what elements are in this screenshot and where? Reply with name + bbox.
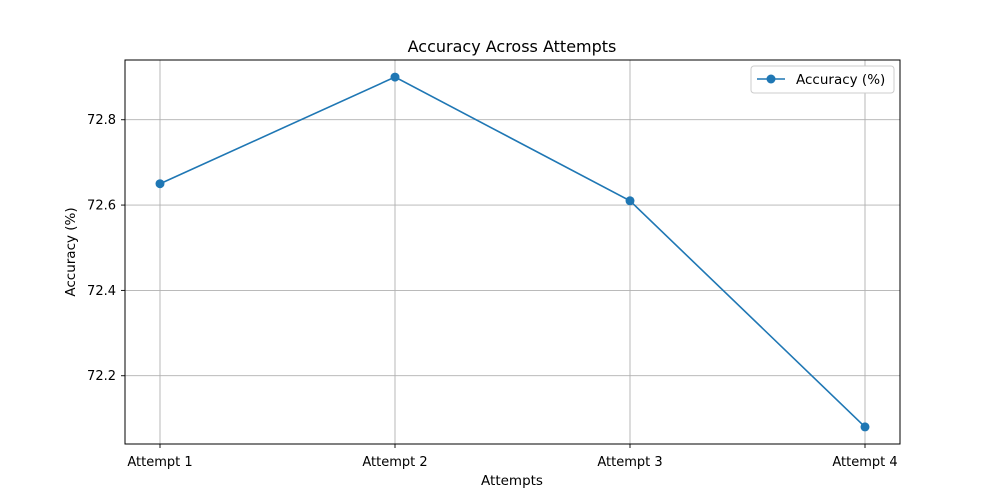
x-tick-label: Attempt 1 <box>127 455 192 470</box>
y-axis-label: Accuracy (%) <box>63 207 79 296</box>
legend: Accuracy (%) <box>750 65 895 94</box>
x-tick-label: Attempt 2 <box>362 455 427 470</box>
data-point <box>860 422 870 432</box>
legend-label: Accuracy (%) <box>796 72 885 88</box>
x-tick-label: Attempt 3 <box>597 455 662 470</box>
y-tick-label: 72.2 <box>87 369 116 384</box>
legend-marker <box>766 74 776 84</box>
data-point <box>625 196 635 206</box>
y-tick-label: 72.4 <box>87 284 116 299</box>
y-tick-label: 72.8 <box>87 113 116 128</box>
series-layer <box>155 72 870 432</box>
x-tick-label: Attempt 4 <box>832 455 897 470</box>
series-line <box>159 76 866 428</box>
chart-title: Accuracy Across Attempts <box>408 37 617 56</box>
data-point <box>155 179 165 189</box>
axis-ticks: Attempt 1 Attempt 2 Attempt 3 Attempt 4 72.2… <box>87 113 898 470</box>
grid-lines <box>125 60 900 444</box>
plot-frame <box>124 59 901 445</box>
data-point <box>390 72 400 82</box>
x-axis-label: Attempts <box>481 473 543 489</box>
legend-box <box>750 65 895 94</box>
y-tick-label: 72.6 <box>87 199 116 214</box>
